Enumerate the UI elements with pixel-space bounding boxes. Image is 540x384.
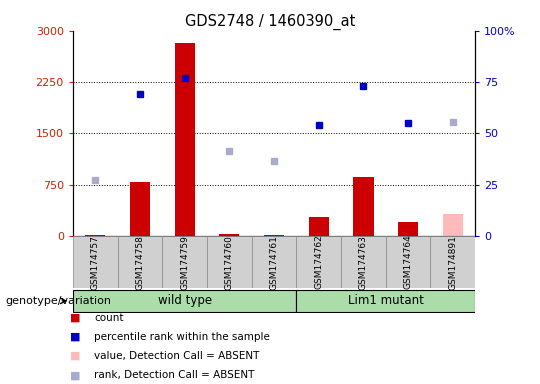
Text: Lim1 mutant: Lim1 mutant — [348, 295, 424, 307]
Text: ■: ■ — [70, 370, 80, 380]
Text: rank, Detection Call = ABSENT: rank, Detection Call = ABSENT — [94, 370, 255, 380]
Bar — [118, 236, 163, 288]
Text: ■: ■ — [70, 351, 80, 361]
Bar — [296, 290, 475, 312]
Text: value, Detection Call = ABSENT: value, Detection Call = ABSENT — [94, 351, 260, 361]
Text: GSM174759: GSM174759 — [180, 235, 189, 290]
Bar — [73, 236, 118, 288]
Text: GSM174761: GSM174761 — [269, 235, 279, 290]
Text: wild type: wild type — [158, 295, 212, 307]
Bar — [85, 235, 105, 236]
Bar — [341, 236, 386, 288]
Bar — [264, 235, 284, 236]
Bar — [252, 236, 296, 288]
Text: GSM174760: GSM174760 — [225, 235, 234, 290]
Text: GSM174762: GSM174762 — [314, 235, 323, 290]
Text: GSM174757: GSM174757 — [91, 235, 100, 290]
Bar — [207, 236, 252, 288]
Bar — [73, 290, 296, 312]
Bar — [296, 236, 341, 288]
Text: GSM174763: GSM174763 — [359, 235, 368, 290]
Text: GSM174764: GSM174764 — [403, 235, 413, 290]
Text: genotype/variation: genotype/variation — [5, 296, 111, 306]
Bar — [386, 236, 430, 288]
Bar — [174, 43, 195, 236]
Text: GDS2748 / 1460390_at: GDS2748 / 1460390_at — [185, 13, 355, 30]
Bar — [398, 222, 418, 236]
Text: GSM174891: GSM174891 — [448, 235, 457, 290]
Text: count: count — [94, 313, 124, 323]
Text: GSM174758: GSM174758 — [136, 235, 145, 290]
Bar — [309, 217, 329, 236]
Bar — [430, 236, 475, 288]
Text: ■: ■ — [70, 332, 80, 342]
Text: ■: ■ — [70, 313, 80, 323]
Bar — [219, 234, 239, 236]
Bar — [443, 214, 463, 236]
Bar — [130, 182, 150, 236]
Text: percentile rank within the sample: percentile rank within the sample — [94, 332, 271, 342]
Bar — [353, 177, 374, 236]
Bar — [163, 236, 207, 288]
